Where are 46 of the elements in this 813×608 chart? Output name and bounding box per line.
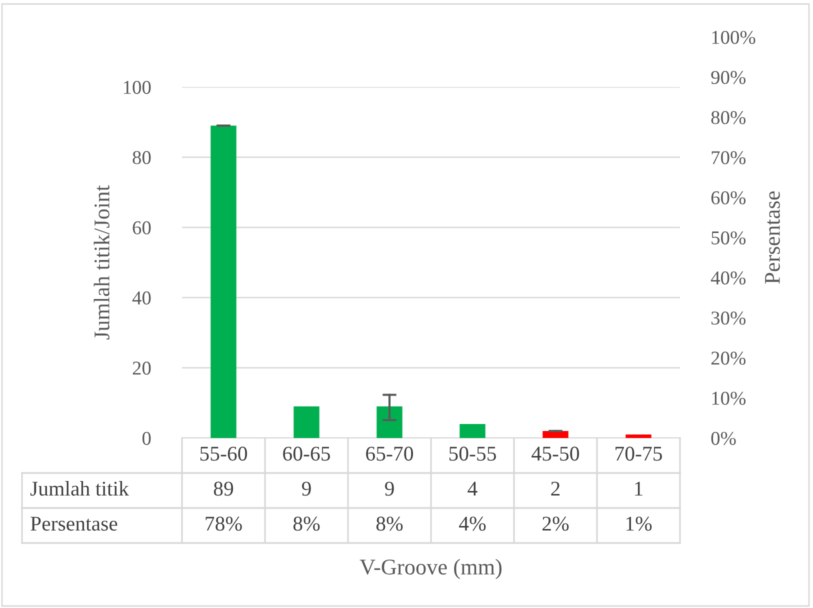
y-tick-label: 40 (132, 291, 151, 305)
text: Jumlah titik (30, 481, 129, 496)
bar (376, 406, 402, 438)
bar (542, 430, 568, 438)
data-label: 4 (468, 482, 478, 496)
bar (626, 434, 652, 438)
y2-tick-label: 0% (711, 432, 736, 445)
y2-axis-title: Persentase (765, 191, 780, 284)
y2-tick-label: 70% (712, 151, 746, 164)
text: 4% (459, 516, 486, 531)
y-tick-label: 80 (132, 151, 151, 164)
x-tick-label: 55-60 (200, 446, 248, 461)
y2-tick-label: 20% (711, 352, 746, 365)
x-tick-label: 45-50 (532, 446, 580, 461)
data-label: 9 (384, 482, 394, 496)
data-label: 89 (214, 482, 234, 496)
text: 8% (376, 516, 403, 531)
y2-tick-label: 100% (712, 30, 756, 44)
y2-tick-label: 50% (712, 231, 746, 244)
text: 78% (206, 516, 242, 531)
y-tick-label: 20 (132, 362, 151, 375)
y-tick-label: 60 (132, 221, 151, 234)
y-axis-title: Jumlah titik/Joint (94, 185, 110, 340)
text: 1% (626, 516, 652, 531)
y-tick-label: 100 (124, 80, 151, 94)
x-tick-label: 65-70 (366, 446, 414, 461)
x-tick-label: 60-65 (283, 446, 330, 461)
data-label: 9 (302, 482, 311, 496)
y2-tick-label: 30% (711, 312, 746, 325)
y2-tick-label: 40% (710, 271, 746, 285)
x-axis-title: V-Groove (mm) (360, 558, 502, 580)
data-label: 1 (635, 482, 642, 496)
y2-tick-label: 60% (711, 191, 746, 204)
y-tick-label: 0 (142, 432, 151, 445)
y2-tick-label: 10% (712, 392, 746, 405)
y2-tick-label: 90% (711, 70, 746, 84)
text: 8% (293, 516, 320, 531)
x-tick-label: 50-55 (449, 446, 496, 461)
bar (460, 424, 486, 438)
text: 2% (542, 516, 569, 531)
bar (294, 406, 320, 438)
x-tick-label: 70-75 (616, 446, 662, 461)
text: Persentase (30, 516, 118, 531)
bar (210, 126, 236, 438)
data-label: 2 (551, 482, 560, 496)
y2-tick-label: 80% (711, 111, 746, 124)
